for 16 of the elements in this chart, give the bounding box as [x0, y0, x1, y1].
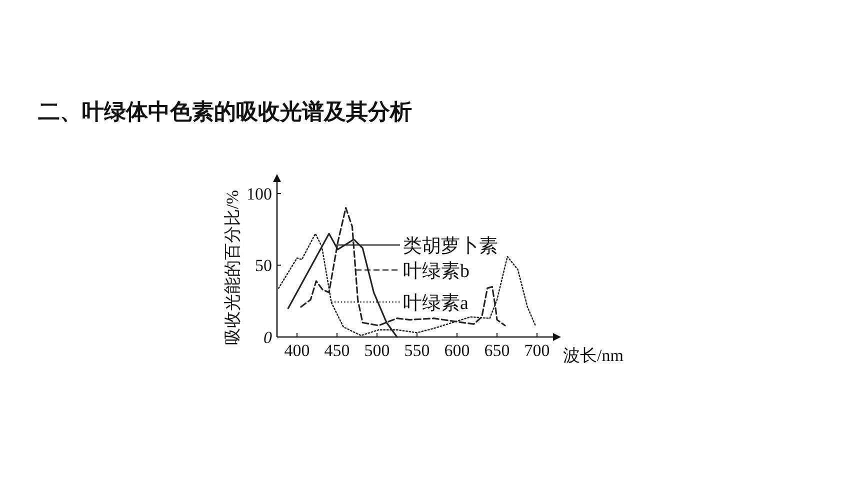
x-tick-label: 600 — [444, 341, 470, 360]
y-axis-title: 吸收光能的百分比/% — [223, 190, 242, 345]
x-tick-label: 550 — [404, 341, 430, 360]
x-tick-label: 450 — [324, 341, 350, 360]
chart-title: 二、叶绿体中色素的吸收光谱及其分析 — [38, 99, 412, 125]
legend-label: 叶绿素b — [403, 261, 470, 282]
y-tick-label: 100 — [246, 184, 272, 204]
x-tick-label: 650 — [484, 341, 510, 360]
x-tick-label: 400 — [284, 341, 310, 360]
y-tick-label: 50 — [255, 256, 272, 276]
x-tick-label: 700 — [524, 341, 550, 360]
legend-label: 叶绿素a — [403, 293, 469, 314]
x-tick-label: 500 — [364, 341, 390, 360]
x-axis-title: 波长/nm — [563, 346, 624, 365]
legend-label: 类胡萝卜素 — [403, 236, 498, 257]
y-tick-label: 0 — [264, 328, 272, 347]
